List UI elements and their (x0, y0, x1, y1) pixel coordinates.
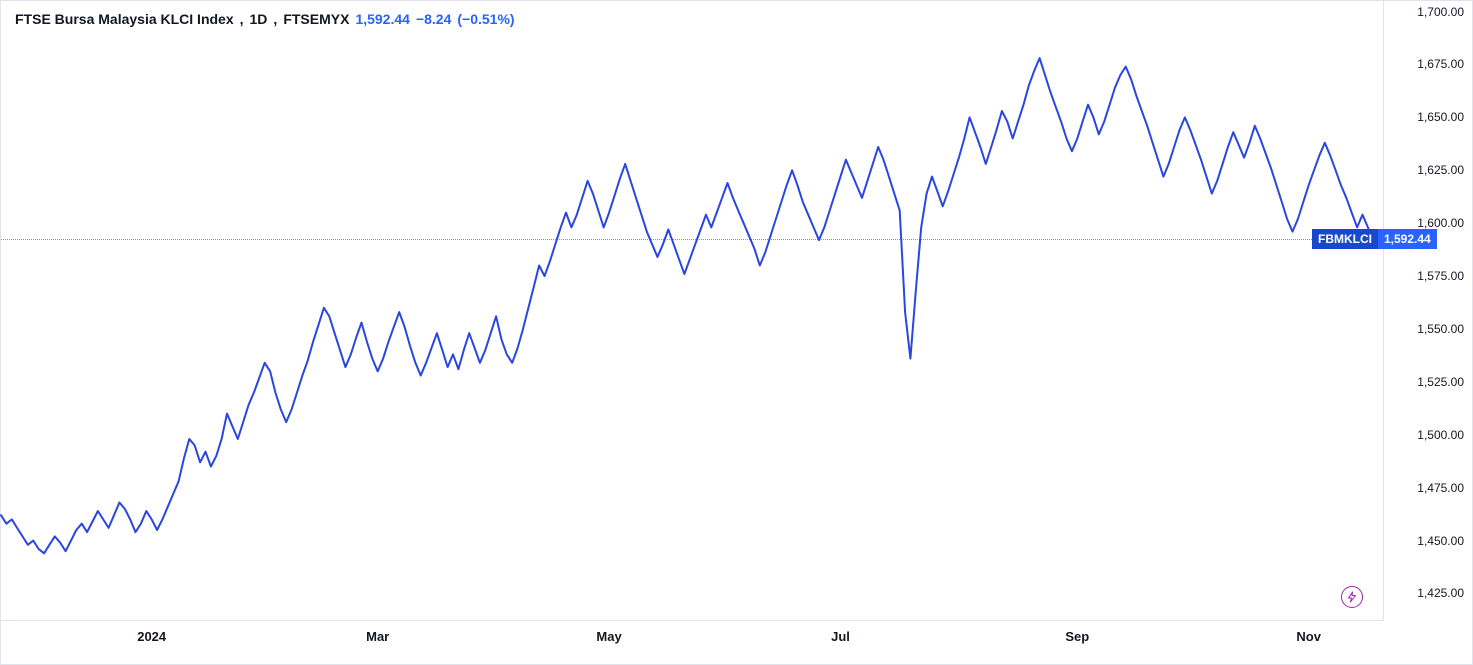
y-axis-tick: 1,625.00 (1417, 163, 1464, 177)
price-axis[interactable]: 1,700.00 1,675.00 1,650.00 1,625.00 1,600.00… (1382, 1, 1472, 621)
plot-area[interactable]: FTSE Bursa Malaysia KLCI Index , 1D , FT… (1, 1, 1384, 621)
last-price-flag: FBMKLCI 1,592.44 (1312, 229, 1437, 249)
x-axis-tick: Mar (366, 629, 389, 644)
x-axis-tick: Sep (1065, 629, 1089, 644)
legend-symbol-name[interactable]: FTSE Bursa Malaysia KLCI Index (15, 11, 234, 27)
go-to-realtime-button[interactable] (1341, 586, 1363, 608)
legend-separator: , (240, 11, 244, 27)
legend-change-pct: (−0.51%) (457, 11, 514, 27)
legend-interval[interactable]: 1D (250, 11, 268, 27)
y-axis-tick: 1,650.00 (1417, 110, 1464, 124)
price-series-line (1, 58, 1373, 553)
y-axis-tick: 1,575.00 (1417, 269, 1464, 283)
x-axis-tick: Nov (1296, 629, 1321, 644)
y-axis-tick: 1,700.00 (1417, 5, 1464, 19)
legend-separator: , (273, 11, 277, 27)
legend-exchange[interactable]: FTSEMYX (283, 11, 349, 27)
y-axis-tick: 1,500.00 (1417, 428, 1464, 442)
x-axis-tick: 2024 (137, 629, 166, 644)
legend-last-value: 1,592.44 (355, 11, 410, 27)
y-axis-tick: 1,525.00 (1417, 375, 1464, 389)
chart-container: FTSE Bursa Malaysia KLCI Index , 1D , FT… (0, 0, 1473, 665)
legend-change-abs: −8.24 (416, 11, 451, 27)
x-axis-tick: May (596, 629, 621, 644)
y-axis-tick: 1,450.00 (1417, 534, 1464, 548)
price-line-chart (1, 1, 1384, 621)
time-axis[interactable]: 2024 Mar May Jul Sep Nov (1, 619, 1384, 664)
y-axis-tick: 1,675.00 (1417, 57, 1464, 71)
y-axis-tick: 1,425.00 (1417, 586, 1464, 600)
y-axis-tick: 1,550.00 (1417, 322, 1464, 336)
chart-legend: FTSE Bursa Malaysia KLCI Index , 1D , FT… (15, 11, 515, 27)
y-axis-tick: 1,475.00 (1417, 481, 1464, 495)
y-axis-tick: 1,600.00 (1417, 216, 1464, 230)
lightning-icon (1346, 591, 1358, 603)
price-flag-symbol: FBMKLCI (1312, 229, 1378, 249)
x-axis-tick: Jul (831, 629, 850, 644)
price-flag-value: 1,592.44 (1378, 229, 1437, 249)
